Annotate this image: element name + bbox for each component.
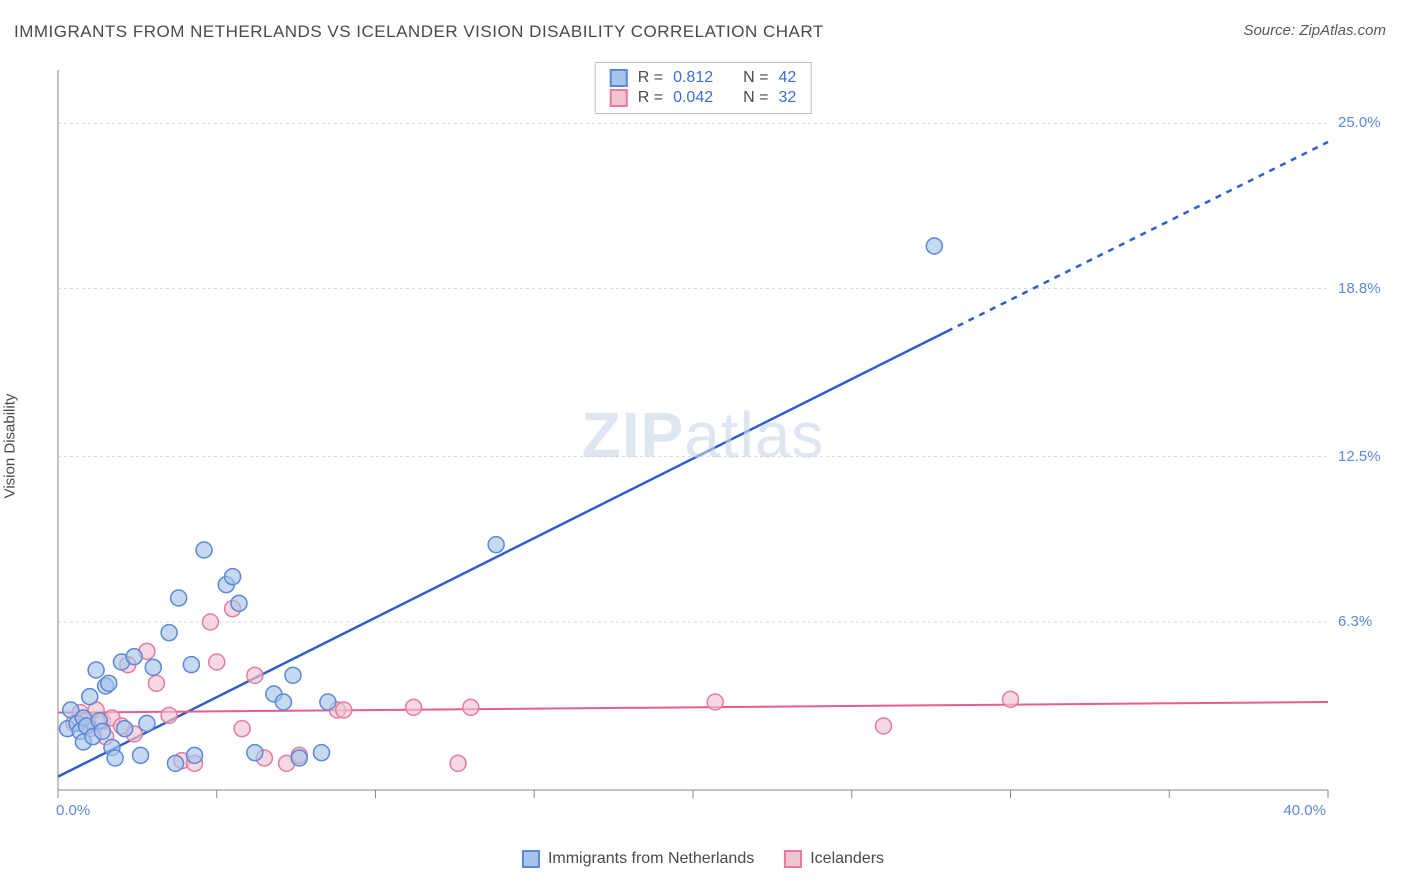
x-tick-label: 40.0% bbox=[1283, 802, 1326, 819]
series-legend: Immigrants from Netherlands Icelanders bbox=[522, 850, 884, 868]
r-value: 0.812 bbox=[673, 69, 713, 87]
chart-title: IMMIGRANTS FROM NETHERLANDS VS ICELANDER… bbox=[14, 22, 824, 42]
scatter-chart bbox=[48, 60, 1388, 830]
legend-item: Immigrants from Netherlands bbox=[522, 850, 754, 868]
series-swatch bbox=[610, 89, 628, 107]
y-tick-label: 18.8% bbox=[1338, 280, 1381, 297]
r-label: R = bbox=[638, 89, 663, 107]
source-attribution: Source: ZipAtlas.com bbox=[1243, 22, 1386, 39]
y-tick-label: 25.0% bbox=[1338, 114, 1381, 131]
stats-row: R = 0.042 N = 32 bbox=[610, 89, 797, 107]
r-label: R = bbox=[638, 69, 663, 87]
y-tick-label: 12.5% bbox=[1338, 448, 1381, 465]
correlation-stats-box: R = 0.812 N = 42 R = 0.042 N = 32 bbox=[595, 62, 812, 114]
stats-row: R = 0.812 N = 42 bbox=[610, 69, 797, 87]
n-label: N = bbox=[743, 69, 768, 87]
series-swatch bbox=[610, 69, 628, 87]
series-swatch bbox=[522, 850, 540, 868]
n-value: 42 bbox=[778, 69, 796, 87]
legend-label: Immigrants from Netherlands bbox=[548, 850, 754, 868]
n-label: N = bbox=[743, 89, 768, 107]
series-swatch bbox=[784, 850, 802, 868]
y-tick-label: 6.3% bbox=[1338, 613, 1372, 630]
x-tick-label: 0.0% bbox=[56, 802, 90, 819]
r-value: 0.042 bbox=[673, 89, 713, 107]
n-value: 32 bbox=[778, 89, 796, 107]
y-axis-label: Vision Disability bbox=[2, 394, 19, 499]
legend-label: Icelanders bbox=[810, 850, 884, 868]
legend-item: Icelanders bbox=[784, 850, 884, 868]
